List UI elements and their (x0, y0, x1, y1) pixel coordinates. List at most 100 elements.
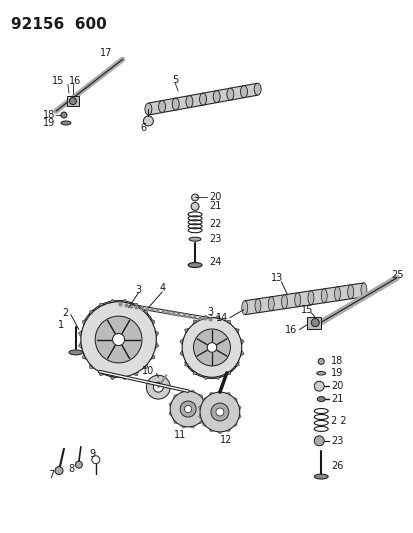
Text: 18: 18 (43, 110, 55, 120)
Polygon shape (189, 93, 202, 108)
Polygon shape (188, 390, 196, 394)
Ellipse shape (240, 86, 247, 98)
Polygon shape (179, 390, 188, 394)
Polygon shape (198, 412, 202, 420)
Circle shape (191, 194, 198, 201)
Polygon shape (169, 401, 173, 409)
Polygon shape (198, 404, 202, 412)
Ellipse shape (320, 289, 326, 303)
Bar (306, 317, 320, 328)
Circle shape (153, 382, 163, 392)
Circle shape (112, 334, 124, 345)
Polygon shape (230, 86, 243, 100)
Bar (67, 96, 78, 106)
Polygon shape (192, 367, 201, 375)
Polygon shape (211, 316, 222, 322)
Text: 19: 19 (330, 368, 342, 378)
Polygon shape (231, 328, 239, 337)
Polygon shape (184, 328, 192, 337)
Polygon shape (97, 368, 107, 376)
Ellipse shape (189, 237, 201, 241)
Polygon shape (129, 368, 139, 376)
Polygon shape (222, 367, 231, 375)
Polygon shape (297, 291, 310, 306)
Text: 19: 19 (43, 118, 55, 128)
Polygon shape (90, 360, 97, 368)
Ellipse shape (254, 83, 261, 95)
Ellipse shape (226, 88, 233, 100)
Polygon shape (222, 320, 231, 328)
Circle shape (180, 401, 196, 417)
Polygon shape (271, 295, 284, 311)
Polygon shape (236, 404, 241, 412)
Polygon shape (97, 303, 107, 311)
Ellipse shape (316, 372, 325, 375)
Circle shape (55, 467, 63, 474)
Ellipse shape (199, 93, 206, 105)
Polygon shape (350, 283, 363, 299)
Ellipse shape (268, 297, 273, 311)
Circle shape (75, 461, 82, 468)
Polygon shape (152, 340, 159, 351)
Polygon shape (202, 397, 208, 404)
Polygon shape (337, 285, 350, 301)
Polygon shape (139, 360, 147, 368)
Polygon shape (82, 319, 90, 328)
Text: 10: 10 (142, 366, 154, 376)
Text: 4: 4 (159, 283, 165, 293)
Polygon shape (211, 373, 222, 379)
Text: 16: 16 (69, 76, 81, 86)
Text: 21: 21 (330, 394, 343, 404)
Polygon shape (237, 337, 244, 348)
Ellipse shape (241, 301, 247, 314)
Polygon shape (196, 417, 202, 424)
Text: 26: 26 (330, 461, 343, 471)
Ellipse shape (360, 283, 366, 297)
Ellipse shape (313, 474, 328, 479)
Polygon shape (118, 374, 129, 379)
Ellipse shape (188, 263, 202, 268)
Ellipse shape (334, 287, 339, 301)
Text: 24: 24 (209, 257, 221, 267)
Polygon shape (90, 311, 97, 319)
Circle shape (211, 403, 228, 421)
Polygon shape (310, 289, 323, 305)
Circle shape (313, 436, 323, 446)
Circle shape (199, 392, 239, 432)
Text: 14: 14 (215, 313, 227, 322)
Text: 17: 17 (99, 49, 112, 59)
Polygon shape (196, 394, 202, 401)
Polygon shape (231, 358, 239, 367)
Text: 6: 6 (140, 123, 146, 133)
Polygon shape (201, 373, 211, 379)
Text: 20: 20 (330, 381, 343, 391)
Circle shape (170, 391, 206, 427)
Circle shape (182, 318, 241, 377)
Ellipse shape (347, 285, 353, 299)
Ellipse shape (158, 101, 165, 112)
Polygon shape (118, 300, 129, 305)
Circle shape (206, 343, 216, 352)
Circle shape (311, 319, 318, 327)
Circle shape (143, 116, 153, 126)
Polygon shape (202, 420, 208, 427)
Polygon shape (147, 351, 154, 360)
Text: 15: 15 (300, 305, 313, 314)
Polygon shape (82, 351, 90, 360)
Polygon shape (188, 424, 196, 428)
Polygon shape (179, 424, 188, 428)
Circle shape (61, 112, 67, 118)
Polygon shape (244, 299, 257, 314)
Ellipse shape (294, 293, 300, 306)
Polygon shape (148, 101, 161, 115)
Polygon shape (208, 392, 215, 397)
Text: 8: 8 (69, 464, 75, 474)
Text: 2: 2 (62, 308, 69, 318)
Text: 23: 23 (209, 234, 221, 244)
Text: 23: 23 (330, 436, 343, 446)
Polygon shape (202, 91, 216, 105)
Polygon shape (173, 394, 179, 401)
Text: 92156  600: 92156 600 (11, 17, 107, 31)
Polygon shape (152, 328, 159, 340)
Polygon shape (173, 417, 179, 424)
